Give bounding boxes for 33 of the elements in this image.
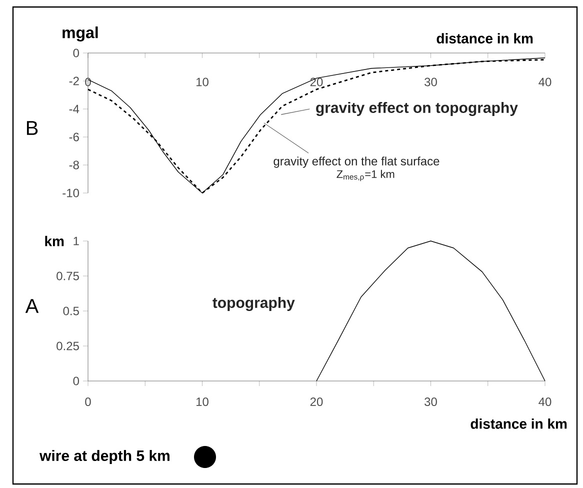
x-axis-title: distance in km bbox=[470, 418, 567, 429]
y-tick-label: 0 bbox=[73, 376, 80, 386]
x-tick-label: 40 bbox=[538, 398, 552, 406]
x-tick-label: 0 bbox=[85, 78, 91, 86]
x-tick-label: 20 bbox=[310, 78, 323, 86]
y-tick-label: 0.25 bbox=[56, 342, 79, 350]
text: wire at depth 5 km bbox=[39, 450, 170, 464]
text: B bbox=[26, 121, 38, 135]
y-tick-label: 0 bbox=[73, 48, 80, 58]
y-tick-label: -6 bbox=[69, 132, 79, 142]
annotation: Z$_{mes,ρ}$=1 km bbox=[336, 170, 394, 182]
y-tick-label: -8 bbox=[69, 160, 79, 170]
x-axis-title: distance in km bbox=[436, 33, 533, 44]
x-tick-label: 30 bbox=[424, 78, 437, 86]
text: A bbox=[25, 299, 39, 313]
x-tick-label: 10 bbox=[196, 398, 208, 406]
y-tick-label: 1 bbox=[74, 236, 79, 246]
text: topography bbox=[212, 296, 295, 312]
x-tick-label: 20 bbox=[310, 398, 323, 406]
y-axis-title: km bbox=[45, 236, 64, 246]
y-tick-label: -2 bbox=[69, 76, 79, 86]
y-axis-title: mgal bbox=[62, 26, 98, 42]
text: gravity effect on the flat surface bbox=[274, 156, 440, 168]
y-tick-label: -10 bbox=[62, 188, 80, 198]
y-tick-label: 0.75 bbox=[56, 272, 79, 280]
y-tick-label: 0.5 bbox=[63, 306, 79, 316]
x-tick-label: 40 bbox=[538, 78, 552, 86]
x-tick-label: 10 bbox=[196, 78, 208, 86]
x-tick-label: 30 bbox=[424, 398, 437, 406]
x-tick-label: 0 bbox=[85, 398, 91, 406]
series-label: gravity effect on topography bbox=[316, 102, 518, 116]
y-tick-label: -4 bbox=[69, 104, 80, 114]
line-series bbox=[316, 240, 546, 382]
